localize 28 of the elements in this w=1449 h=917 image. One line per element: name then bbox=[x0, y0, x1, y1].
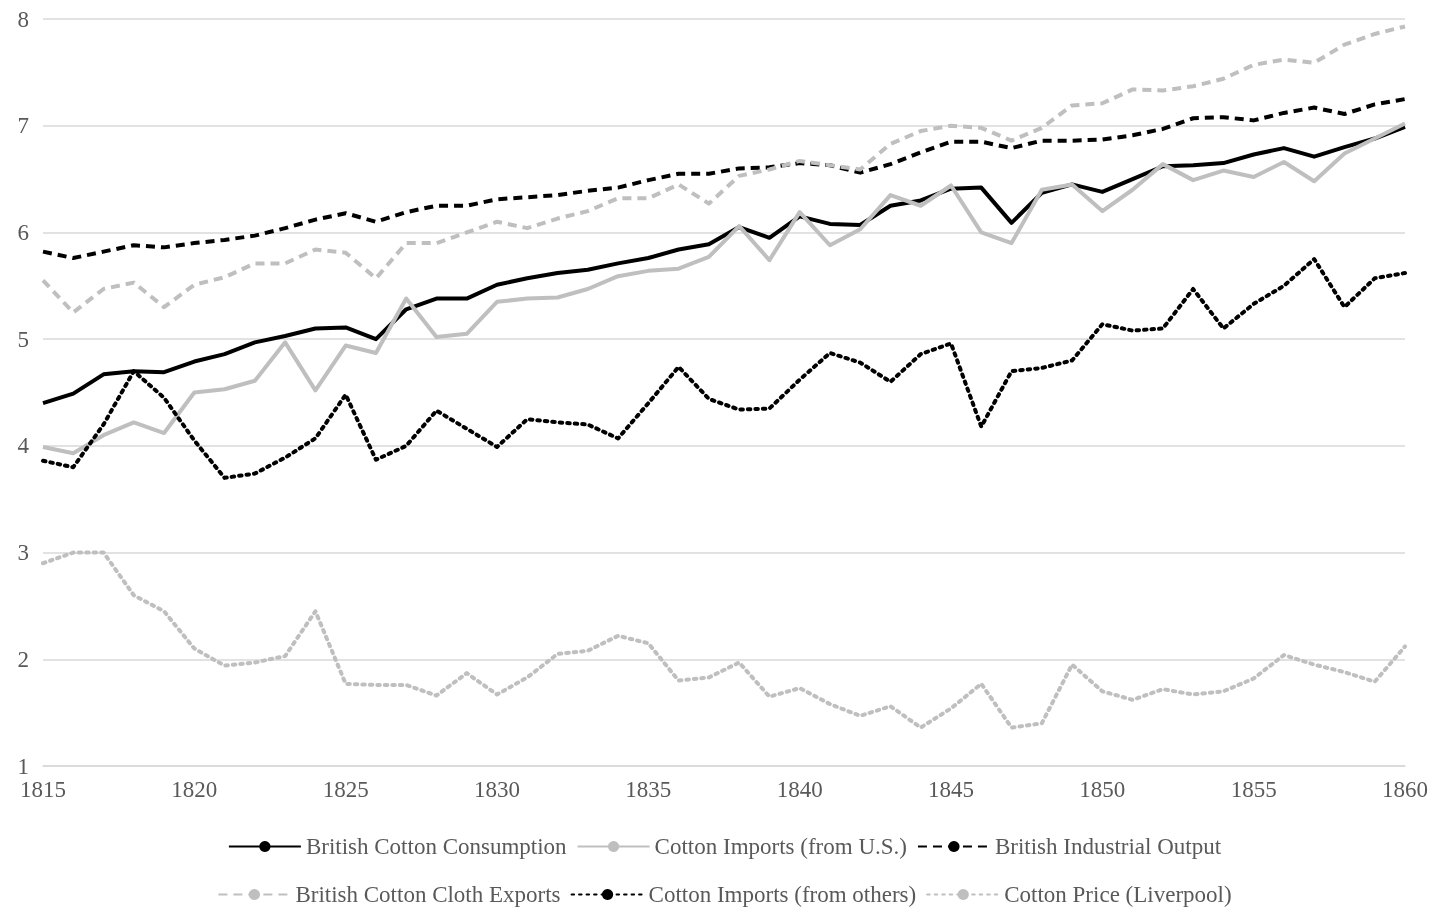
legend-label: Cotton Imports (from U.S.) bbox=[654, 834, 907, 859]
x-tick-label: 1845 bbox=[928, 777, 974, 802]
legend-label: British Cotton Cloth Exports bbox=[295, 882, 561, 907]
line-series bbox=[41, 24, 1407, 315]
legend-label: Cotton Price (Liverpool) bbox=[1004, 882, 1232, 907]
line-series bbox=[41, 97, 1407, 261]
line-series bbox=[41, 550, 1407, 730]
y-tick-label: 5 bbox=[17, 326, 29, 352]
line-series bbox=[41, 121, 1407, 456]
y-tick-label: 4 bbox=[17, 433, 30, 459]
y-tick-label: 3 bbox=[17, 540, 29, 566]
legend-label: British Industrial Output bbox=[994, 834, 1222, 859]
x-tick-label: 1860 bbox=[1382, 777, 1428, 802]
x-tick-label: 1840 bbox=[776, 777, 823, 802]
x-tick-label: 1825 bbox=[322, 777, 369, 802]
y-tick-label: 8 bbox=[17, 6, 29, 32]
y-tick-label: 7 bbox=[17, 113, 29, 139]
y-tick-label: 6 bbox=[17, 219, 29, 245]
x-tick-label: 1855 bbox=[1230, 777, 1277, 802]
x-tick-label: 1820 bbox=[171, 777, 218, 802]
x-tick-label: 1850 bbox=[1079, 777, 1126, 802]
y-tick-label: 2 bbox=[17, 646, 29, 672]
x-tick-label: 1830 bbox=[474, 777, 520, 802]
x-tick-label: 1815 bbox=[20, 777, 66, 802]
legend-label: British Cotton Consumption bbox=[305, 834, 568, 859]
y-tick-label: 1 bbox=[17, 753, 29, 779]
x-tick-label: 1835 bbox=[625, 777, 672, 802]
legend-label: Cotton Imports (from others) bbox=[648, 882, 917, 907]
